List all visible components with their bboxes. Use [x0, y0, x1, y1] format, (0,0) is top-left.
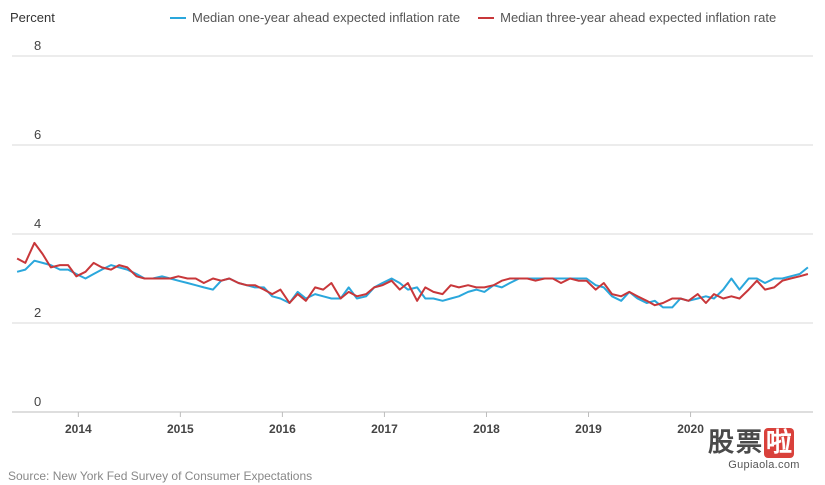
watermark-char-2: 票	[736, 428, 763, 458]
y-tick-labels: 0 2 4 6 8	[34, 38, 41, 409]
legend-item-three-year: Median three-year ahead expected inflati…	[478, 10, 776, 25]
watermark-char-1: 股	[708, 428, 735, 458]
x-tick-label-2017: 2017	[371, 422, 398, 436]
series-lines	[16, 241, 809, 309]
y-tick-label-6: 6	[34, 127, 41, 142]
x-tick-labels: 2014 2015 2016 2017 2018 2019 2020	[65, 412, 704, 436]
series-line-three-year	[16, 241, 809, 307]
x-tick-label-2019: 2019	[575, 422, 602, 436]
x-tick-label-2020: 2020	[677, 422, 704, 436]
watermark-logo: 股 票 啦 Gupiaola.com	[708, 428, 820, 482]
legend-item-one-year: Median one-year ahead expected inflation…	[170, 10, 460, 25]
watermark-chars: 股 票 啦	[708, 428, 820, 458]
watermark-char-3: 啦	[764, 428, 795, 458]
gridlines	[12, 55, 813, 413]
x-tick-label-2016: 2016	[269, 422, 296, 436]
x-tick-label-2018: 2018	[473, 422, 500, 436]
y-tick-label-2: 2	[34, 305, 41, 320]
legend-label-three-year: Median three-year ahead expected inflati…	[500, 10, 777, 25]
source-note: Source: New York Fed Survey of Consumer …	[8, 469, 313, 483]
y-axis-label: Percent	[10, 10, 55, 25]
legend: Median one-year ahead expected inflation…	[170, 10, 776, 25]
legend-swatch-three-year	[478, 16, 495, 19]
legend-label-one-year: Median one-year ahead expected inflation…	[192, 10, 461, 25]
watermark-url: Gupiaola.com	[728, 459, 800, 471]
y-tick-label-4: 4	[34, 216, 41, 231]
x-tick-label-2015: 2015	[167, 422, 194, 436]
y-tick-label-8: 8	[34, 38, 41, 53]
legend-swatch-one-year	[170, 16, 186, 19]
x-tick-label-2014: 2014	[65, 422, 92, 436]
y-tick-label-0: 0	[34, 394, 41, 409]
